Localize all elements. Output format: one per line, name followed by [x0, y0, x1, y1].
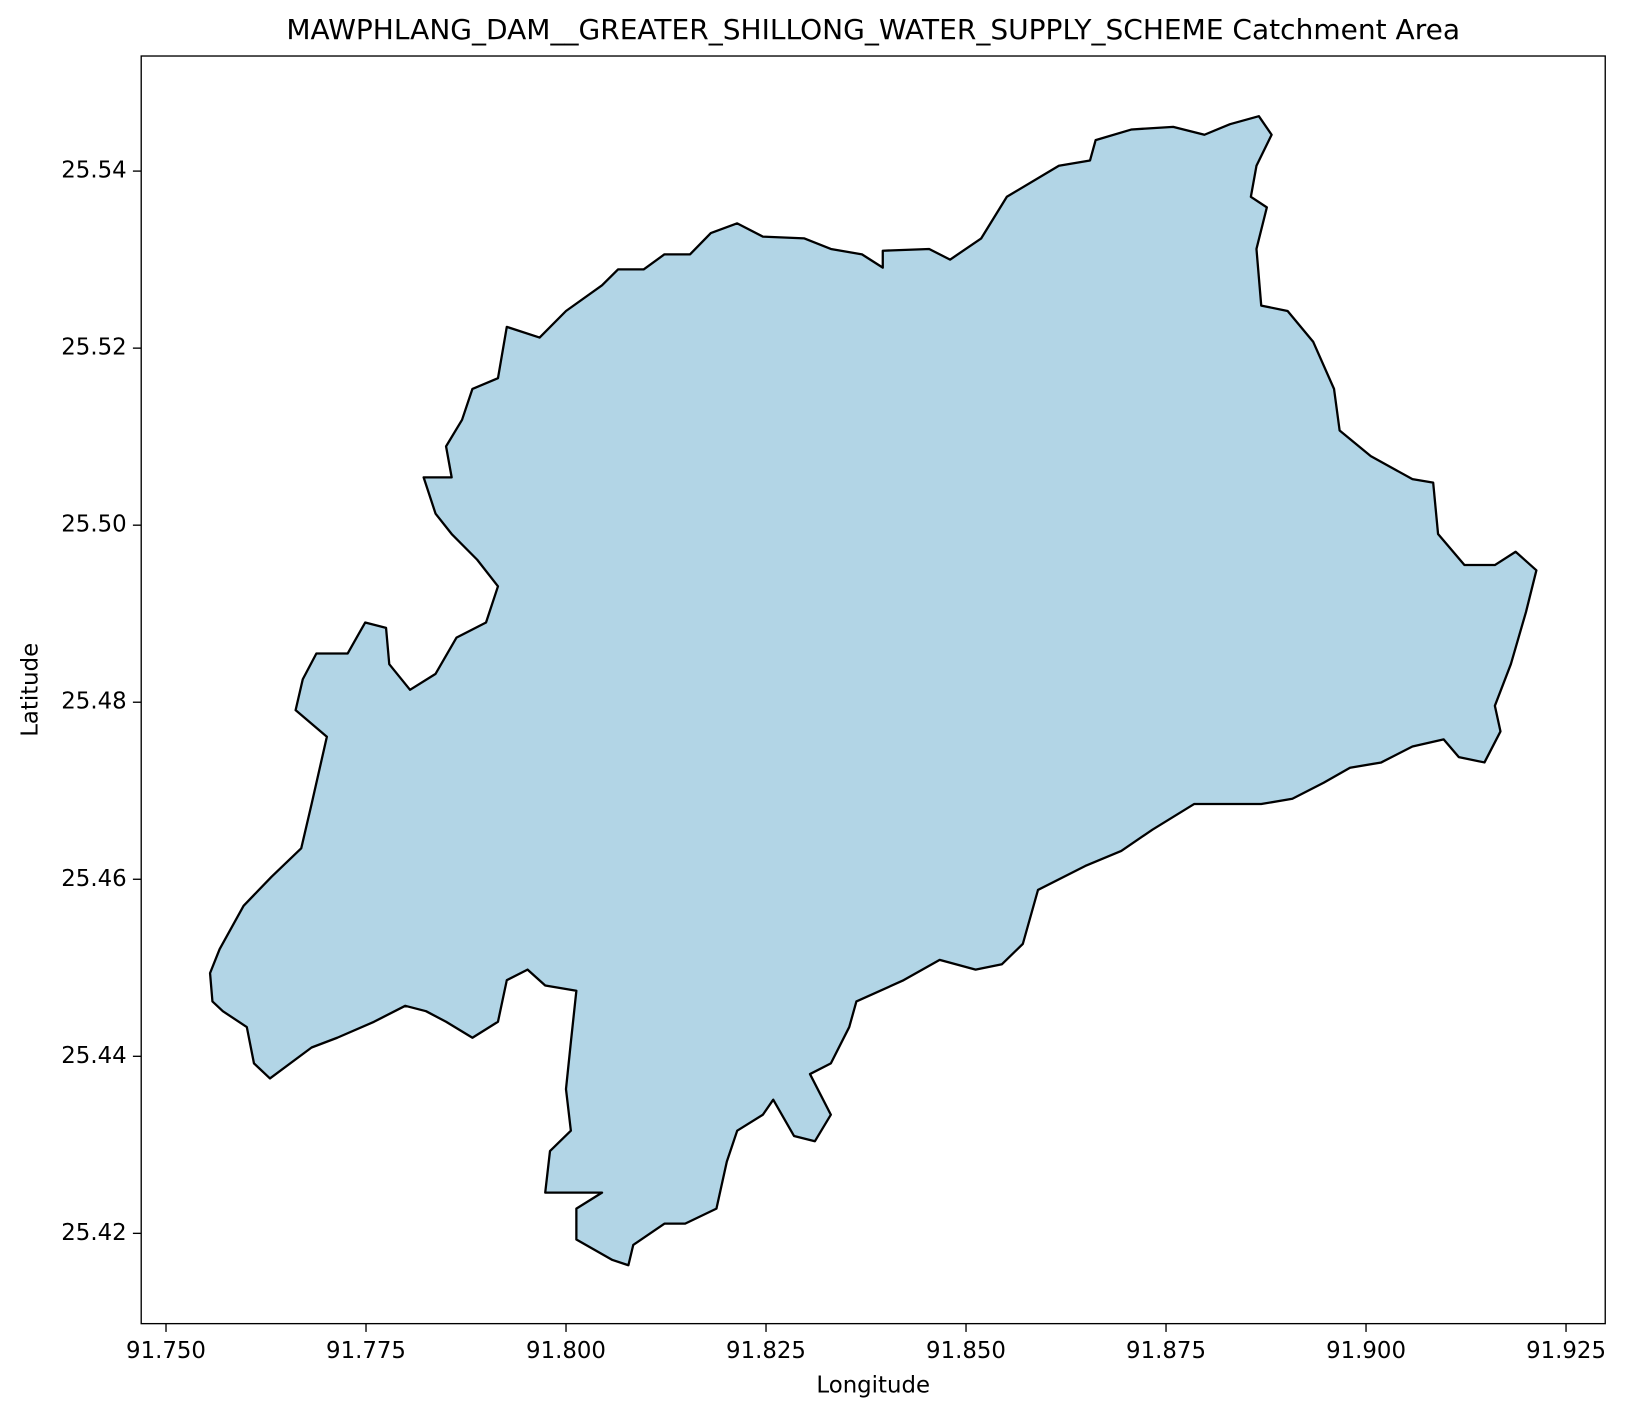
x-tick-label: 91.825: [726, 1338, 806, 1364]
y-tick-label: 25.44: [61, 1043, 126, 1069]
y-tick-label: 25.48: [61, 689, 126, 715]
x-tick-label: 91.850: [926, 1338, 1006, 1364]
y-tick-label: 25.46: [61, 866, 126, 892]
plot-frame: [140, 55, 1606, 1325]
x-tick-label: 91.750: [126, 1338, 206, 1364]
y-axis-label: Latitude: [18, 643, 44, 737]
x-tick-label: 91.900: [1326, 1338, 1406, 1364]
chart-title: MAWPHLANG_DAM__GREATER_SHILLONG_WATER_SU…: [286, 13, 1460, 46]
y-tick-label: 25.42: [61, 1220, 126, 1246]
x-tick-label: 91.875: [1126, 1338, 1206, 1364]
y-tick-label: 25.52: [61, 335, 126, 361]
catchment-area: [208, 115, 1538, 1267]
x-axis-label: Longitude: [816, 1372, 930, 1398]
x-tick-label: 91.800: [526, 1338, 606, 1364]
y-tick-label: 25.54: [61, 158, 126, 184]
y-tick-label: 25.50: [61, 512, 126, 538]
x-tick-label: 91.925: [1526, 1338, 1606, 1364]
x-tick-label: 91.775: [326, 1338, 406, 1364]
